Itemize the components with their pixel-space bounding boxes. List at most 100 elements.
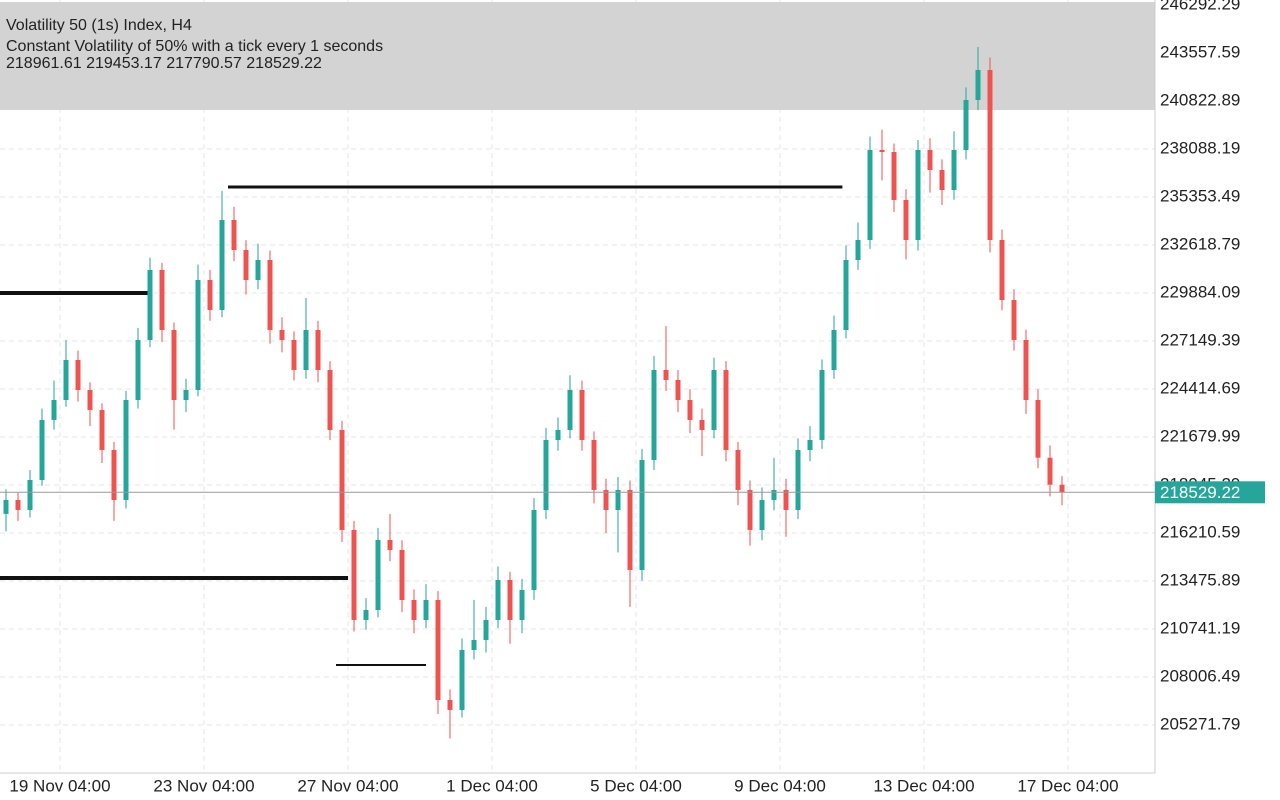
candle-body	[51, 399, 57, 420]
y-tick-label: 221679.99	[1160, 426, 1240, 445]
y-tick-label: 224414.69	[1160, 378, 1240, 397]
candle-body	[447, 699, 453, 710]
candle-body	[351, 529, 357, 620]
candle-body	[327, 369, 333, 430]
ohlc-low: 217790.57	[166, 55, 242, 72]
chart-subtitle: Constant Volatility of 50% with a tick e…	[6, 38, 383, 55]
candle-body	[87, 389, 93, 410]
y-tick-label: 235353.49	[1160, 186, 1240, 205]
y-tick-label: 210741.19	[1160, 618, 1240, 637]
candle-body	[591, 439, 597, 490]
x-tick-label: 27 Nov 04:00	[297, 776, 398, 795]
candle-body	[747, 489, 753, 530]
candle-body	[363, 609, 369, 620]
y-tick-label: 208006.49	[1160, 666, 1240, 685]
candle-body	[495, 579, 501, 620]
candle-body	[483, 619, 489, 640]
price-label: 218529.22	[1160, 483, 1240, 502]
candle-body	[651, 369, 657, 460]
ohlc-high: 219453.17	[86, 55, 162, 72]
candle-body	[39, 419, 45, 481]
x-tick-label: 5 Dec 04:00	[590, 776, 682, 795]
candle-body	[1059, 484, 1065, 493]
candle-body	[531, 509, 537, 590]
header-box	[0, 2, 1155, 110]
x-tick-label: 17 Dec 04:00	[1017, 776, 1118, 795]
y-tick-label: 229884.09	[1160, 282, 1240, 301]
candle-body	[183, 389, 189, 400]
candle-body	[1023, 339, 1029, 400]
candle-body	[231, 220, 237, 250]
candle-body	[243, 249, 249, 280]
candle-body	[711, 369, 717, 430]
y-tick-label: 213475.89	[1160, 570, 1240, 589]
candle-body	[507, 579, 513, 620]
candle-body	[951, 150, 957, 191]
candle-body	[207, 279, 213, 310]
y-tick-label: 240822.89	[1160, 90, 1240, 109]
ohlc-open: 218961.61	[6, 55, 82, 72]
candle-body	[699, 419, 705, 430]
x-tick-label: 13 Dec 04:00	[873, 776, 974, 795]
candle-body	[603, 489, 609, 510]
candle-body	[663, 369, 669, 380]
candle-body	[627, 489, 633, 570]
candle-body	[1011, 299, 1017, 340]
candle-body	[219, 220, 225, 310]
candle-body	[435, 599, 441, 700]
grid	[0, 0, 1155, 773]
candle-body	[15, 499, 21, 510]
candle-body	[279, 329, 285, 340]
candle-body	[399, 549, 405, 600]
candle-body	[723, 369, 729, 450]
candle-body	[735, 449, 741, 490]
candle-body	[795, 449, 801, 510]
candle-body	[255, 260, 261, 280]
candle-body	[867, 150, 873, 240]
candle-body	[3, 499, 9, 514]
candle-body	[159, 269, 165, 330]
candle-body	[459, 649, 465, 710]
candle-body	[639, 459, 645, 570]
y-tick-label: 232618.79	[1160, 234, 1240, 253]
candle-body	[999, 239, 1005, 300]
candle-body	[771, 489, 777, 500]
candle-body	[555, 429, 561, 440]
y-tick-label: 205271.79	[1160, 714, 1240, 733]
y-tick-label: 246292.29	[1160, 0, 1240, 13]
candle-body	[27, 480, 33, 510]
candle-body	[903, 199, 909, 240]
candle-body	[315, 329, 321, 370]
y-tick-label: 238088.19	[1160, 138, 1240, 157]
y-tick-label: 243557.59	[1160, 42, 1240, 61]
candle-body	[291, 339, 297, 370]
candle-body	[807, 439, 813, 450]
candle-body	[171, 329, 177, 400]
candle-body	[63, 359, 69, 400]
chart-title: Volatility 50 (1s) Index, H4	[6, 17, 192, 34]
candle-body	[75, 359, 81, 390]
candle-body	[915, 150, 921, 240]
candle-body	[819, 369, 825, 440]
candle-body	[267, 260, 273, 330]
candle-body	[1035, 399, 1041, 458]
candle-body	[423, 599, 429, 620]
candle-body	[855, 239, 861, 261]
ohlc-readout: 218961.61 219453.17 217790.57 218529.22	[6, 55, 322, 72]
candle-body	[891, 152, 897, 200]
candle-body	[387, 539, 393, 550]
plot	[0, 46, 1155, 739]
candle-body	[675, 379, 681, 400]
x-tick-label: 23 Nov 04:00	[153, 776, 254, 795]
ohlc-close: 218529.22	[246, 55, 322, 72]
x-tick-label: 1 Dec 04:00	[446, 776, 538, 795]
candle-body	[927, 150, 933, 170]
candle-body	[759, 499, 765, 530]
candle-body	[99, 409, 105, 450]
candle-body	[615, 489, 621, 510]
candle-body	[963, 99, 969, 151]
candle-body	[195, 279, 201, 390]
axes: 246292.29 243557.59 240822.89 238088.19 2353…	[9, 0, 1265, 795]
candle-body	[543, 439, 549, 510]
